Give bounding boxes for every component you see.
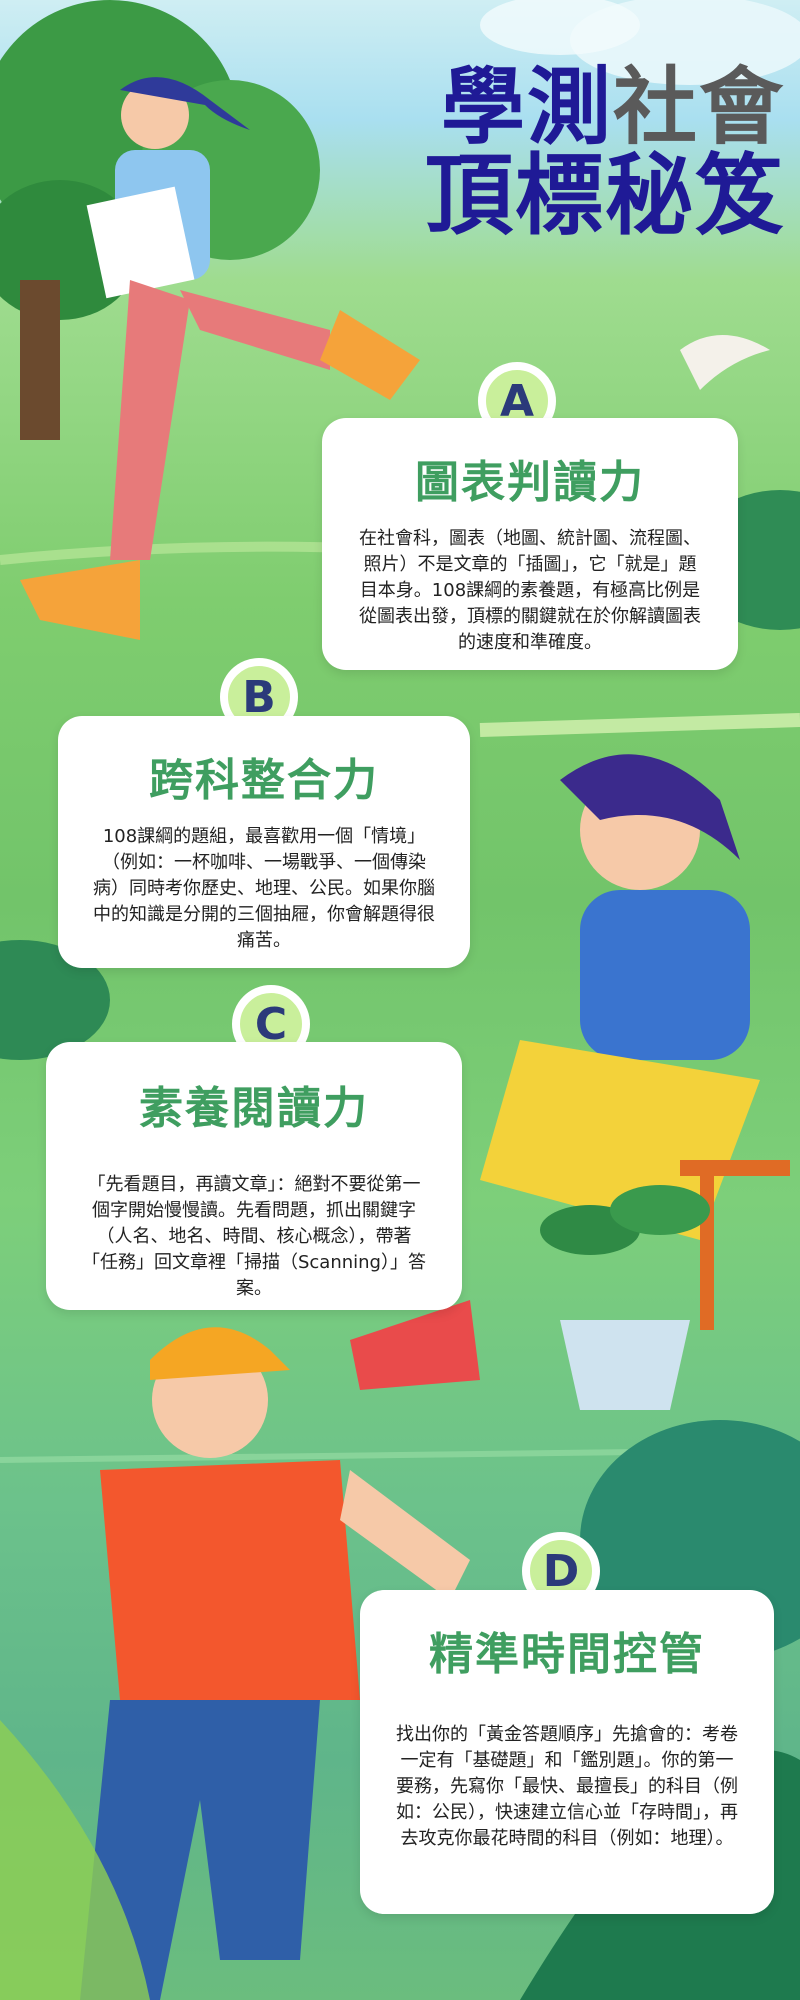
card-b: 跨科整合力 108課綱的題組，最喜歡用一個「情境」（例如：一杯咖啡、一場戰爭、一… xyxy=(58,716,470,968)
title-part-1: 學測 xyxy=(440,58,613,156)
title-part-2: 社會 xyxy=(612,58,785,156)
card-b-heading: 跨科整合力 xyxy=(149,755,379,806)
card-c: 素養閱讀力 「先看題目，再讀文章」：絕對不要從第一個字開始慢慢讀。先看問題，抓出… xyxy=(46,1042,462,1310)
badge-letter-c: C xyxy=(254,998,288,1050)
card-c-body: 「先看題目，再讀文章」：絕對不要從第一個字開始慢慢讀。先看問題，抓出關鍵字（人名… xyxy=(81,1174,426,1299)
badge-letter-d: D xyxy=(542,1545,580,1597)
card-d: 精準時間控管 找出你的「黃金答題順序」先搶會的：考卷一定有「基礎題」和「鑑別題」… xyxy=(360,1590,774,1914)
card-a-heading: 圖表判讀力 xyxy=(415,457,645,508)
card-b-body: 108課綱的題組，最喜歡用一個「情境」（例如：一杯咖啡、一場戰爭、一個傳染病）同… xyxy=(93,826,435,951)
page-title: 學測社會 頂標秘笈 xyxy=(355,64,785,247)
title-line-2: 頂標秘笈 xyxy=(424,143,785,247)
card-d-body: 找出你的「黃金答題順序」先搶會的：考卷一定有「基礎題」和「鑑別題」。你的第一要務… xyxy=(396,1724,738,1849)
card-d-heading: 精準時間控管 xyxy=(429,1629,705,1680)
badge-letter-b: B xyxy=(242,671,276,723)
card-c-heading: 素養閱讀力 xyxy=(139,1083,369,1134)
card-a: 圖表判讀力 在社會科，圖表（地圖、統計圖、流程圖、照片）不是文章的「插圖」，它「… xyxy=(322,418,738,670)
card-a-body: 在社會科，圖表（地圖、統計圖、流程圖、照片）不是文章的「插圖」，它「就是」題目本… xyxy=(359,528,701,653)
